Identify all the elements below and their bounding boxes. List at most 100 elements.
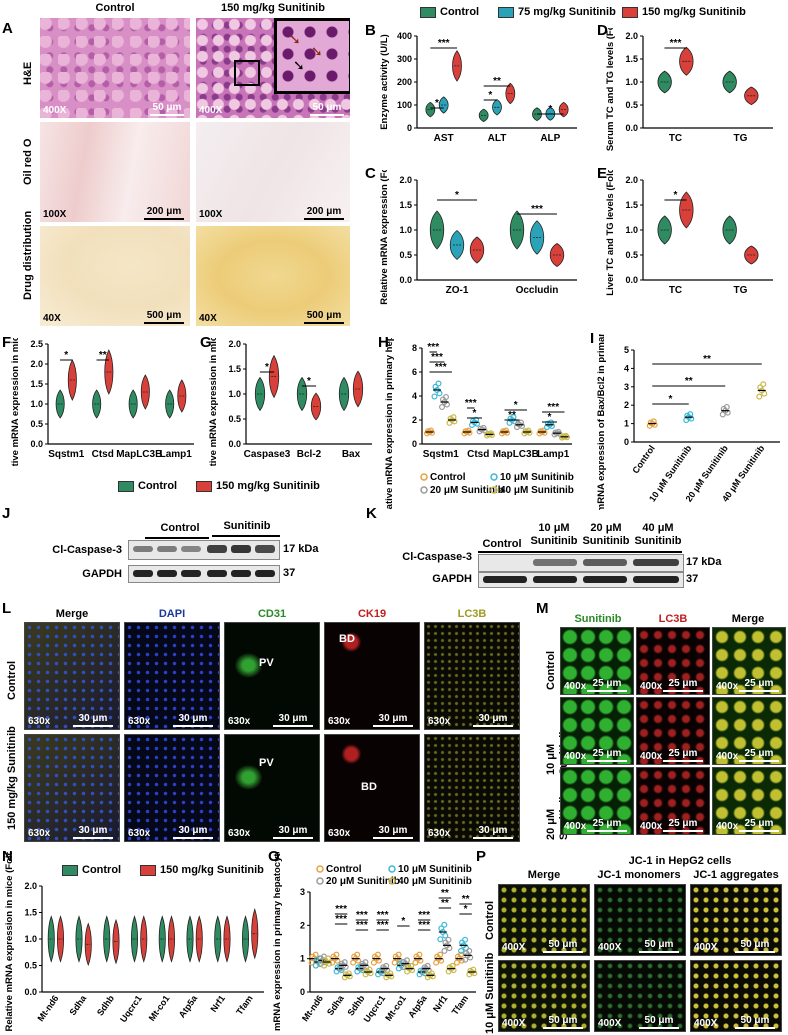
violin-mark: [128, 389, 138, 419]
violin-mark: [268, 354, 280, 399]
data-point: [462, 956, 469, 963]
panel-k-row-gapdh: GAPDH: [432, 573, 472, 585]
legend-fg-150: 150 mg/kg Sunitinib: [196, 480, 320, 492]
panel-e-label: E: [597, 165, 608, 182]
significance-label: ***: [418, 920, 430, 931]
panel-l-image-cd31: 630x 30 μm PV: [224, 734, 320, 842]
data-point: [446, 964, 453, 971]
data-point: [756, 393, 763, 400]
panel-m-image-merge: 400x 25 μm: [712, 767, 786, 835]
panel-b-label: B: [365, 22, 376, 39]
data-point: [525, 427, 532, 434]
data-point: [403, 957, 410, 964]
panel-k-blot-caspase: [478, 554, 684, 572]
y-tick-label: 2.0: [625, 31, 638, 41]
y-axis-label: Relative mRNA expression in primary hepa…: [384, 338, 395, 510]
significance-label: *: [435, 98, 439, 109]
data-point: [477, 425, 484, 432]
y-axis-label: Relative mRNA expression in primary hepa…: [272, 852, 283, 1032]
data-point: [515, 420, 522, 427]
panel-d-label: D: [597, 22, 608, 39]
scale-bar: 30 μm: [373, 713, 413, 727]
y-tick-label: 3: [300, 887, 305, 897]
axes-F: 0.0 0.5 1.0 1.5 2.0 2.5 Relative mRNA expressi…: [10, 338, 194, 466]
legend-marker: [420, 473, 428, 481]
panel-l-col-lc3b: LC3B: [457, 608, 487, 620]
y-tick-label: 0: [412, 439, 417, 449]
scale-bar: 25 μm: [663, 818, 703, 832]
x-tick-label: Sqstm1: [48, 449, 85, 460]
legend-label: 20 μM Sunitinib: [326, 876, 400, 887]
y-tick-label: 0.5: [399, 250, 412, 260]
magnification-label: 630x: [28, 828, 51, 839]
x-tick-label: Occludin: [516, 285, 559, 296]
panel-j-kda-37: 37: [283, 567, 296, 579]
significance-label: ***: [335, 904, 347, 915]
data-point: [341, 959, 348, 966]
panel-h-label: H: [378, 334, 389, 351]
y-tick-label: 1.0: [30, 399, 43, 409]
drug-control-mag: 40X: [43, 313, 61, 324]
panel-m-col-lc3b: LC3B: [658, 613, 688, 625]
panel-j-blot-gapdh: [128, 565, 280, 583]
legend-label: 20 μM Sunitinib: [430, 485, 504, 496]
data-point: [421, 964, 428, 971]
y-tick-label: 2.0: [399, 175, 412, 185]
legend-top-control: Control: [420, 6, 479, 18]
significance-label: *: [548, 104, 552, 115]
chart-g: 0.0 0.5 1.0 1.5 2.0 Relative mRNA expression …: [208, 338, 372, 466]
panel-m-image-sunitinib: 400x 25 μm: [560, 627, 634, 695]
x-tick-label: TC: [669, 133, 682, 144]
he-control-image: 400X 50 μm: [40, 18, 190, 118]
significance-label: ***: [377, 920, 389, 931]
significance-label: ***: [356, 910, 368, 921]
violin-mark: [492, 99, 502, 116]
x-tick-label: Sqstm1: [423, 449, 460, 460]
violin-mark: [478, 108, 489, 123]
y-tick-label: 2.5: [30, 339, 43, 349]
significance-label: ***: [465, 398, 477, 409]
data-point: [445, 936, 452, 943]
chart-c: 0.0 0.5 1.0 1.5 2.0 Relative mRNA expression …: [379, 170, 577, 305]
scale-bar: 25 μm: [663, 748, 703, 762]
y-axis-label: Relative mRNA expression in mice (Fold): [10, 338, 21, 466]
x-tick-label: Uqcrc1: [118, 993, 144, 1024]
panel-k-group-10: 10 μM Sunitinib: [530, 522, 578, 547]
x-tick-label: Lamp1: [537, 449, 570, 460]
legend-label: 10 μM Sunitinib: [500, 472, 574, 483]
y-axis-label: Relative mRNA expression in mice (Fold): [208, 338, 219, 466]
data-point: [438, 404, 445, 411]
panel-n-label: N: [2, 848, 13, 865]
panel-p-image-aggregates: 400X 50 μm: [690, 960, 782, 1032]
panel-i-label: I: [590, 330, 595, 347]
data-point: [312, 951, 319, 958]
y-tick-label: 1.5: [399, 200, 412, 210]
panel-m-label: M: [536, 600, 549, 617]
x-tick-label: TC: [669, 285, 682, 296]
y-tick-label: 0: [300, 987, 305, 997]
panel-p-row-control: Control: [484, 900, 496, 940]
legend-label: Control: [326, 864, 362, 875]
violin-mark: [438, 96, 449, 114]
panel-l-col-cd31: CD31: [257, 608, 287, 620]
x-tick-label: Nrf1: [208, 993, 227, 1013]
scale-bar: 25 μm: [739, 818, 779, 832]
data-point: [467, 967, 474, 974]
x-tick-label: TG: [734, 133, 748, 144]
oil-sunitinib-scale: 200 μm: [304, 206, 344, 220]
legend-label: 10 μM Sunitinib: [398, 864, 472, 875]
significance-label: **: [462, 894, 470, 905]
y-axis-label: Relative mRNA expression (Fold): [379, 170, 390, 305]
legend-top-75: 75 mg/kg Sunitinib: [498, 6, 616, 18]
panel-k-group-40: 40 μM Sunitinib: [634, 522, 682, 547]
data-point: [325, 955, 332, 962]
violin-mark: [558, 101, 569, 118]
panel-j-blot-caspase: [128, 540, 280, 560]
scale-bar: 30 μm: [273, 713, 313, 727]
x-tick-label: Mt-co1: [383, 993, 408, 1022]
oil-control-scale: 200 μm: [144, 206, 184, 220]
violin-mark: [254, 376, 266, 412]
y-tick-label: 2.0: [625, 175, 638, 185]
data-point: [465, 427, 472, 434]
panel-j-row-gapdh: GAPDH: [82, 568, 122, 580]
